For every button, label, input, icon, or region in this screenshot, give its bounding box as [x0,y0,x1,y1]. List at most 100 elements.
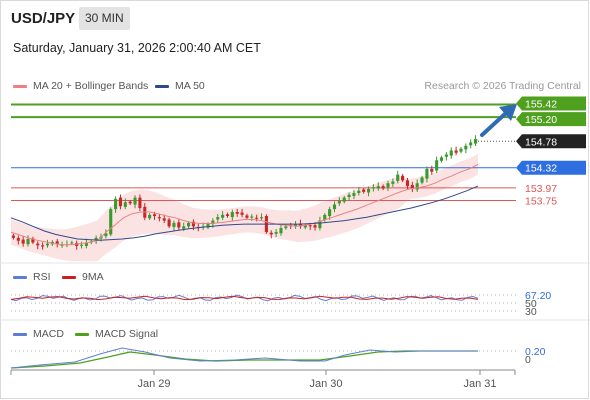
x-tick-label-2: Jan 31 [463,378,496,390]
price-tag-text: 154.32 [525,163,557,175]
price-tag-bg [516,112,586,127]
candle-body [342,197,346,202]
candle-body [318,220,322,229]
candle-body [216,217,220,220]
candle-body [206,224,210,228]
candle-body [133,197,137,205]
candle-body [11,235,15,238]
candle-body [459,148,463,152]
candle-body [449,150,453,156]
legend-ma50-label: MA 50 [175,80,205,92]
candle-body [138,197,142,208]
legend-rsi-label: RSI [33,271,51,283]
candle-body [31,238,35,243]
candle-body [114,198,118,210]
legend-rsi: RSI [13,271,51,283]
candle-body [118,197,123,207]
candle-body [250,216,254,218]
candle-body [405,180,410,187]
candle-body [362,189,366,192]
candle-body [45,243,50,246]
candle-body [123,202,127,207]
candle-body [274,232,278,234]
candle-body [279,228,283,234]
macd-tick-0.20: 0.20 [525,346,546,358]
legend-ma20: MA 20 + Bollinger Bands [13,80,148,92]
candle-body [255,217,259,219]
candle-body [79,244,84,246]
candle-body [221,214,225,218]
candle-body [357,190,361,194]
timeframe-button[interactable]: 30 MIN [79,7,130,30]
candle-body [410,184,414,189]
forecast-arrow-head [499,104,517,121]
candle-body [454,150,458,153]
candle-body [152,214,157,217]
price-tag-155.20: 155.20 [516,112,586,127]
candle-body [294,224,298,226]
candle-body [439,157,444,161]
candle-body [313,225,317,228]
price-tag-text: 153.97 [525,183,557,195]
ma50-line [10,185,479,241]
candle-body [391,181,395,184]
legend-ma50: MA 50 [155,80,205,92]
legend-ma20-label: MA 20 + Bollinger Bands [33,80,149,92]
legend-macd: MACD [13,328,64,340]
legend-macd-signal: MACD Signal [75,328,158,340]
candle-body [386,183,390,188]
price-tag-bg [516,134,586,149]
candle-body [167,219,171,227]
candle-body [308,225,312,227]
candle-body [177,222,181,228]
candle-body [172,222,176,227]
price-tag-bg [516,160,586,175]
price-tag-text: 153.75 [525,196,557,208]
price-tag-154.32: 154.32 [516,160,586,175]
candle-body [469,142,473,146]
candle-body [60,244,64,246]
candle-body [435,160,439,171]
candle-body [26,239,30,245]
rsi-ma-line [10,295,479,301]
candle-body [94,237,98,241]
ma50-swatch [155,84,169,88]
candle-body [337,201,341,204]
candle-body [332,204,337,210]
price-tag-153.97: 153.97 [525,183,557,195]
candle-body [444,154,448,157]
candle-body [104,233,108,237]
rsi-swatch [13,275,27,279]
rsi-ma-swatch [62,275,76,279]
x-tick-label-1: Jan 30 [309,378,342,390]
candle-body [128,201,132,204]
candle-body [109,209,113,235]
datetime-label: Saturday, January 31, 2026 2:00:40 AM CE… [13,41,261,55]
symbol-title: USD/JPY [11,10,76,27]
candle-body [157,217,161,219]
rsi-tick-50: 50 [525,298,537,310]
candle-body [425,168,429,179]
research-credit: Research © 2026 Trading Central [424,80,581,92]
candle-body [284,226,288,229]
candle-body [182,226,186,229]
candle-body [415,183,419,190]
candle-body [84,242,88,246]
candle-body [16,237,20,241]
candle-body [328,209,332,217]
candle-body [376,186,380,189]
candle-body [187,222,191,227]
candle-body [269,232,273,235]
macd-signal-swatch [75,332,89,336]
rsi-tick-67.20: 67.20 [525,290,551,302]
ma20-swatch [13,84,27,88]
legend-rsi-ma: 9MA [62,271,104,283]
candle-body [347,194,351,198]
forecast-arrow-shaft [480,111,508,137]
candle-body [240,212,244,215]
legend-rsi-ma-label: 9MA [82,271,104,283]
candle-body [371,187,375,189]
price-tag-text: 155.20 [525,114,557,126]
price-tag-154.78: 154.78 [516,134,586,149]
